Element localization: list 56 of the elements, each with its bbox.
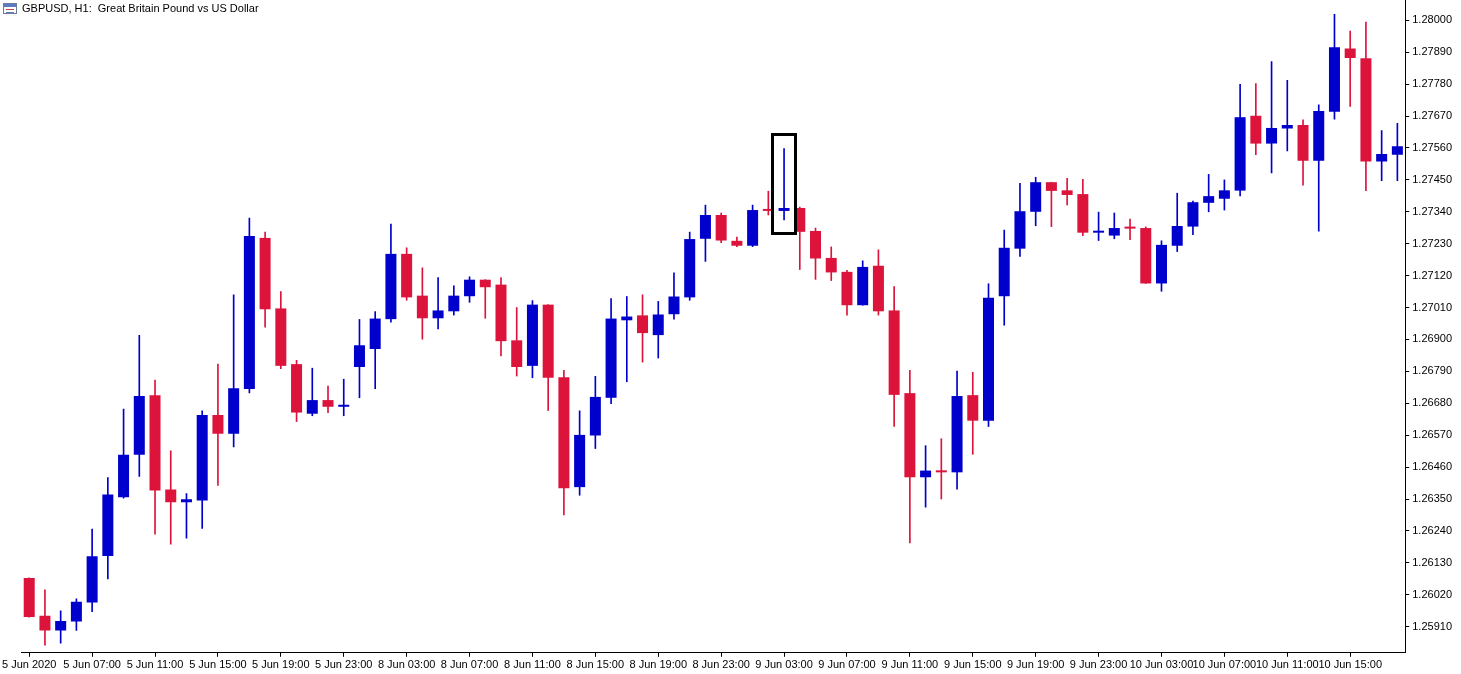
candlestick [39, 589, 51, 646]
x-tick-label: 9 Jun 03:00 [755, 658, 813, 671]
x-tick-label: 5 Jun 23:00 [314, 658, 373, 671]
y-tick-label: 1.27010 [1412, 300, 1452, 313]
x-tick-label: 8 Jun 15:00 [566, 658, 625, 671]
candlestick [212, 363, 224, 486]
x-tick-label: 8 Jun 19:00 [629, 658, 688, 671]
y-tick-label: 1.26130 [1412, 555, 1452, 568]
x-tick-label: 5 Jun 2020 [2, 658, 57, 671]
candlestick [432, 277, 444, 330]
y-tick-label: 1.25910 [1412, 619, 1452, 632]
x-tick-label: 5 Jun 11:00 [126, 658, 184, 671]
y-tick-label: 1.27890 [1412, 45, 1452, 58]
y-tick-label: 1.27230 [1412, 236, 1452, 249]
y-tick-label: 1.26900 [1412, 332, 1452, 345]
x-tick-label: 5 Jun 19:00 [252, 658, 310, 671]
y-tick-label: 1.27120 [1412, 268, 1452, 281]
x-tick-label: 10 Jun 15:00 [1318, 658, 1383, 671]
y-tick-label: 1.27670 [1412, 109, 1452, 122]
y-tick-label: 1.26680 [1412, 396, 1452, 409]
x-tick-label: 8 Jun 23:00 [692, 658, 750, 671]
y-tick-label: 1.27340 [1412, 204, 1452, 217]
y-tick-label: 1.26460 [1412, 460, 1452, 473]
x-tick-label: 9 Jun 23:00 [1069, 658, 1128, 671]
x-tick-label: 9 Jun 11:00 [881, 658, 939, 671]
candlestick [165, 450, 177, 545]
x-tick-label: 9 Jun 15:00 [944, 658, 1002, 671]
x-tick-label: 9 Jun 07:00 [818, 658, 876, 671]
x-tick-label: 8 Jun 11:00 [504, 658, 561, 671]
x-tick-label: 10 Jun 07:00 [1192, 658, 1257, 671]
x-tick-label: 9 Jun 19:00 [1006, 658, 1065, 671]
chart-title: GBPUSD, H1: Great Britain Pound vs US Dollar [22, 2, 259, 14]
x-tick-label: 10 Jun 03:00 [1129, 658, 1194, 671]
y-tick-label: 1.27560 [1412, 141, 1452, 153]
y-tick-label: 1.26240 [1412, 523, 1452, 536]
candlestick [1061, 178, 1073, 206]
x-tick-label: 10 Jun 11:00 [1255, 658, 1319, 671]
candlestick [1281, 80, 1293, 152]
y-tick-label: 1.26570 [1412, 428, 1452, 441]
x-tick-label: 8 Jun 07:00 [440, 658, 499, 671]
y-tick-label: 1.26020 [1412, 587, 1452, 600]
candlestick [1124, 218, 1136, 240]
x-tick-label: 5 Jun 15:00 [189, 658, 247, 671]
candlestick [935, 438, 947, 500]
y-tick-label: 1.28000 [1412, 13, 1452, 26]
x-tick-label: 8 Jun 03:00 [377, 658, 436, 671]
y-tick-label: 1.27450 [1412, 172, 1452, 185]
x-tick-label: 5 Jun 07:00 [63, 658, 121, 671]
candlestick [479, 279, 491, 319]
candlestick [778, 148, 790, 221]
y-tick-label: 1.26350 [1412, 492, 1452, 505]
candlestick [55, 610, 67, 644]
candlestick [1344, 30, 1356, 107]
candlestick [338, 378, 350, 417]
y-tick-label: 1.26790 [1412, 364, 1452, 377]
y-tick-label: 1.27780 [1412, 77, 1452, 90]
